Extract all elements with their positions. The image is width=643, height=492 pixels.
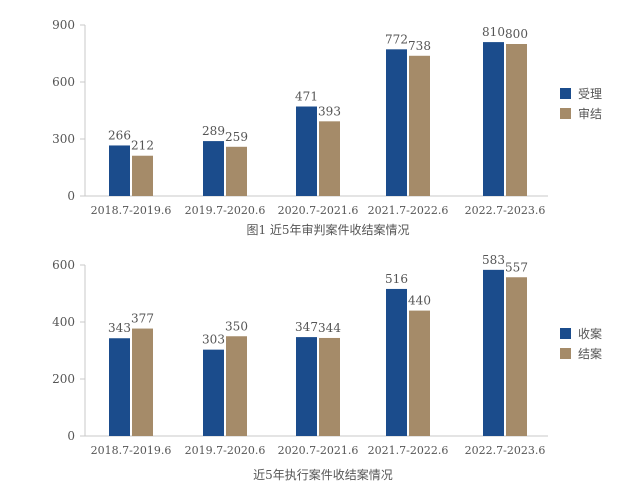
x-tick-label: 2022.7-2023.6 [465, 444, 546, 457]
data-label: 347 [295, 320, 318, 334]
data-label: 471 [295, 90, 318, 104]
bar [203, 349, 224, 436]
data-label: 343 [108, 321, 131, 335]
x-tick-label: 2018.7-2019.6 [91, 204, 172, 217]
legend-label: 审结 [578, 106, 602, 121]
data-label: 393 [318, 104, 341, 118]
bar [109, 338, 130, 436]
bar [319, 121, 340, 196]
data-label: 772 [385, 32, 408, 46]
x-tick-label: 2021.7-2022.6 [368, 444, 449, 457]
bar [409, 310, 430, 436]
legend-swatch [560, 348, 571, 359]
y-tick-label: 400 [52, 315, 75, 329]
x-tick-label: 2018.7-2019.6 [91, 444, 172, 457]
bar [506, 277, 527, 436]
bar [132, 155, 153, 196]
data-label: 583 [482, 253, 505, 267]
data-label: 344 [318, 321, 341, 335]
x-tick-label: 2021.7-2022.6 [368, 204, 449, 217]
data-label: 212 [131, 139, 154, 153]
data-label: 810 [482, 25, 505, 39]
bar [203, 141, 224, 196]
data-label: 289 [202, 124, 225, 138]
data-label: 266 [108, 128, 131, 142]
bar [409, 55, 430, 196]
bar [226, 336, 247, 436]
chart-title-trial: 图1 近5年审判案件收结案情况 [246, 222, 409, 237]
legend-label: 收案 [578, 326, 602, 341]
legend-swatch [560, 88, 571, 99]
data-label: 557 [505, 260, 528, 274]
bar [386, 49, 407, 196]
x-tick-label: 2020.7-2021.6 [278, 444, 359, 457]
y-tick-label: 900 [52, 18, 75, 32]
y-tick-label: 300 [52, 132, 75, 146]
data-label: 516 [385, 272, 408, 286]
bar [483, 269, 504, 436]
x-tick-label: 2020.7-2021.6 [278, 204, 359, 217]
x-tick-label: 2022.7-2023.6 [465, 204, 546, 217]
bar [506, 44, 527, 196]
bar [296, 337, 317, 436]
legend-swatch [560, 328, 571, 339]
bar [109, 145, 130, 196]
y-tick-label: 200 [52, 372, 75, 386]
bar [132, 328, 153, 436]
legend-label: 结案 [578, 346, 602, 361]
data-label: 738 [408, 39, 431, 53]
bar [319, 337, 340, 436]
bar [483, 42, 504, 196]
data-label: 303 [202, 333, 225, 347]
data-label: 377 [131, 312, 154, 326]
chart-title-enforcement: 近5年执行案件收结案情况 [253, 467, 393, 482]
data-label: 350 [225, 319, 248, 333]
legend-label: 受理 [578, 87, 602, 101]
y-tick-label: 0 [67, 429, 75, 443]
y-tick-label: 600 [52, 75, 75, 89]
y-tick-label: 0 [67, 189, 75, 203]
data-label: 259 [225, 130, 248, 144]
y-tick-label: 600 [52, 258, 75, 272]
bar [226, 146, 247, 196]
bar [296, 106, 317, 196]
bar [386, 288, 407, 436]
x-tick-label: 2019.7-2020.6 [185, 204, 266, 217]
legend-swatch [560, 108, 571, 119]
data-label: 800 [505, 27, 528, 41]
data-label: 440 [408, 294, 431, 308]
x-tick-label: 2019.7-2020.6 [185, 444, 266, 457]
